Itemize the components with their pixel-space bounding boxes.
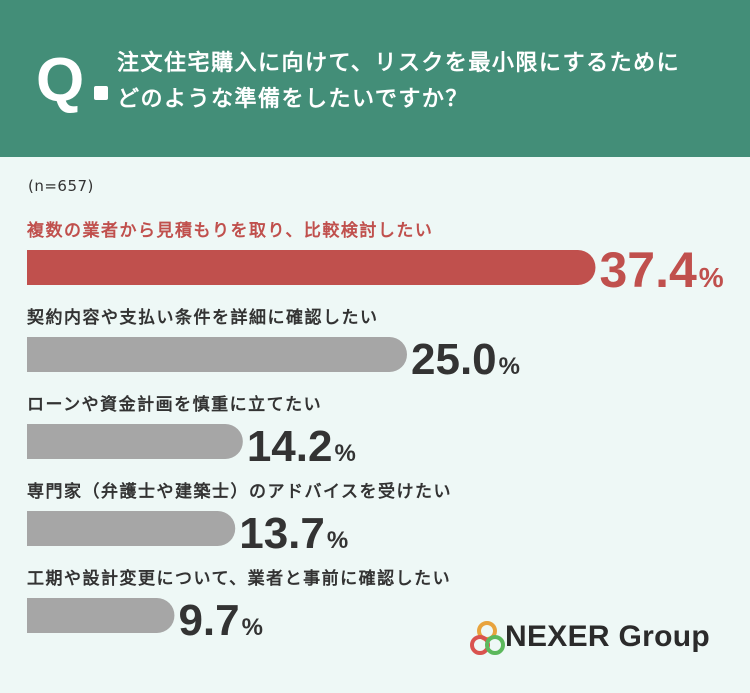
bar-label-4: 専門家（弁護士や建築士）のアドバイスを受けたい (27, 481, 452, 502)
bar-2 (27, 337, 407, 372)
bar-label-2: 契約内容や支払い条件を詳細に確認したい (26, 307, 379, 328)
question-line-1: 注文住宅購入に向けて、リスクを最小限にするために (117, 51, 681, 76)
question-text: 注文住宅購入に向けて、リスクを最小限にするために どのような準備をしたいですか？ (117, 46, 680, 118)
bar-value-number-4: 13.7 (239, 509, 325, 558)
bar-value-unit-2: % (499, 353, 520, 380)
nexer-logo-icon (470, 621, 505, 655)
bar-edge-1 (27, 250, 62, 285)
bar-value-2: 25.0% (411, 335, 520, 384)
bar-value-number-1: 37.4 (599, 242, 697, 298)
bar-value-3: 14.2% (247, 422, 356, 471)
bar-label-3: ローンや資金計画を慎重に立てたい (27, 394, 322, 415)
bar-edge-4 (27, 511, 62, 546)
q-dot-icon (94, 86, 108, 100)
bar-edge-2 (27, 337, 62, 372)
bar-label-1: 複数の業者から見積もりを取り、比較検討したい (26, 220, 433, 241)
bar-value-number-3: 14.2 (247, 422, 333, 471)
bar-value-unit-3: % (334, 440, 355, 467)
bar-edge-3 (27, 424, 62, 459)
bar-value-unit-1: % (699, 262, 724, 293)
logo-ring-right (485, 635, 505, 655)
bar-value-unit-4: % (327, 527, 348, 554)
q-mark: Q (36, 46, 85, 115)
bar-value-number-2: 25.0 (411, 335, 497, 384)
bar-value-5: 9.7% (178, 596, 263, 645)
bar-value-1: 37.4% (599, 242, 723, 298)
bar-3 (27, 424, 243, 459)
question-line-2: どのような準備をしたいですか？ (117, 87, 469, 112)
bar-4 (27, 511, 236, 546)
bar-value-unit-5: % (242, 614, 263, 641)
question-header: Q 注文住宅購入に向けて、リスクを最小限にするために どのような準備をしたいです… (0, 0, 750, 157)
bar-5 (27, 598, 175, 633)
bar-edge-5 (27, 598, 62, 633)
bar-label-5: 工期や設計変更について、業者と事前に確認したい (27, 568, 451, 589)
sample-size: (n=657) (28, 177, 94, 195)
bar-value-4: 13.7% (239, 509, 348, 558)
logo-text: NEXER Group (505, 620, 710, 653)
bar-value-number-5: 9.7 (178, 596, 239, 645)
bar-1 (27, 250, 596, 285)
